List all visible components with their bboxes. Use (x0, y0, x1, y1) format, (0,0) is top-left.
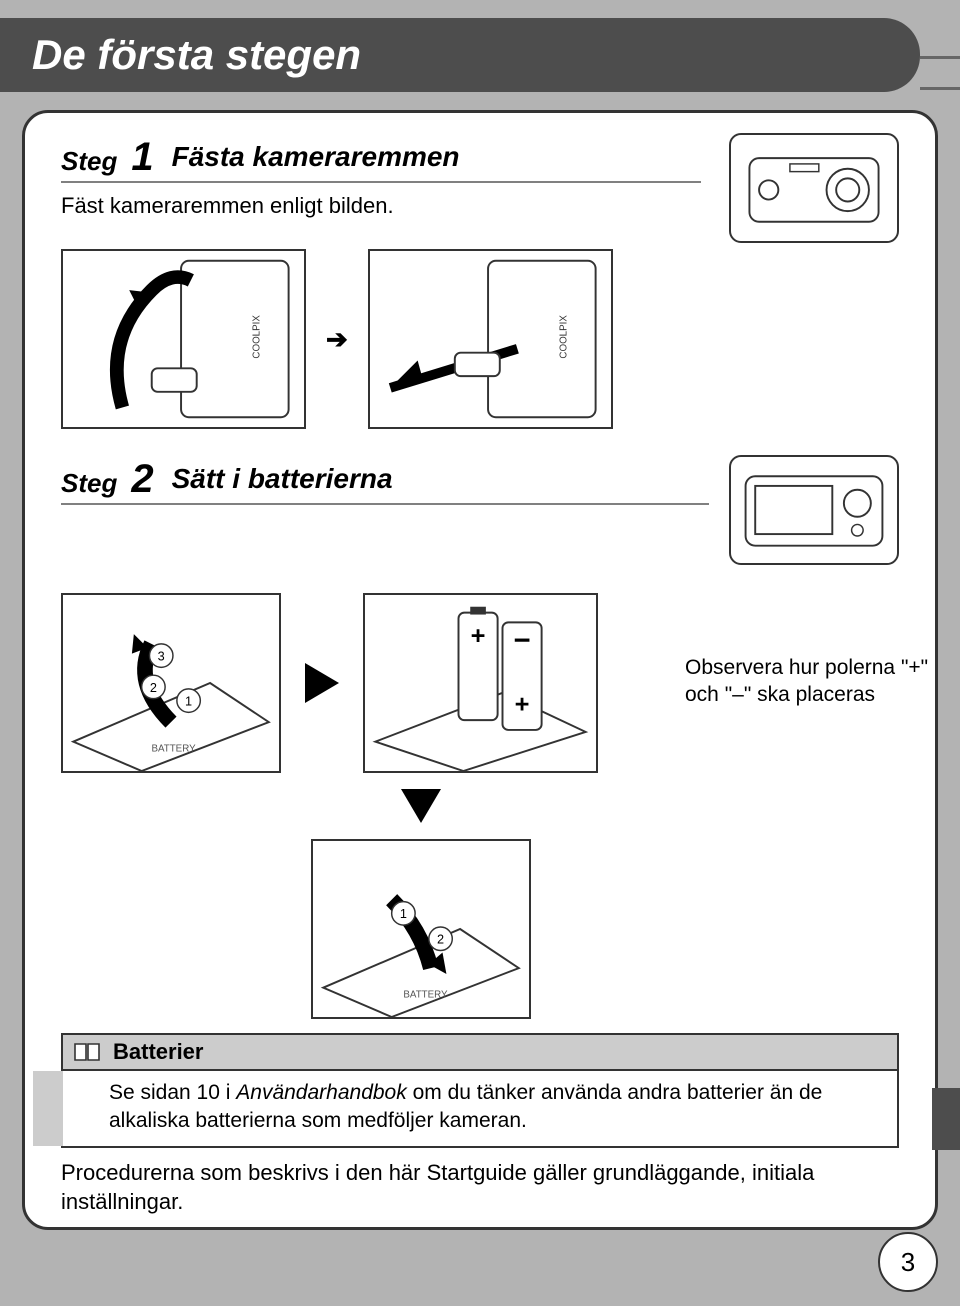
header-tab: De första stegen (0, 18, 920, 92)
svg-text:COOLPIX: COOLPIX (251, 315, 262, 359)
step1-title: Fästa kameraremmen (172, 141, 460, 177)
arrow-right-icon: ➔ (326, 324, 348, 355)
page-card: Steg 1 Fästa kameraremmen Fäst kamerarem… (22, 110, 938, 1230)
step2-row2: 1 2 BATTERY (271, 773, 571, 1019)
step1-heading-row: Steg 1 Fästa kameraremmen (61, 137, 701, 183)
strap-illustration-2: COOLPIX (368, 249, 613, 429)
side-tab (932, 1088, 960, 1150)
triangle-right-icon (305, 663, 339, 703)
step2-section: Steg 2 Sätt i batterierna 3 (61, 459, 899, 1019)
step1-number: 1 (131, 137, 153, 177)
svg-text:BATTERY: BATTERY (151, 743, 196, 754)
battery-info-box: Batterier Se sidan 10 i Användarhandbok … (61, 1033, 899, 1148)
step2-number: 2 (131, 459, 153, 499)
info-box-header: Batterier (63, 1035, 897, 1071)
polarity-note: Observera hur polerna "+" och "–" ska pl… (685, 654, 935, 709)
svg-text:3: 3 (158, 649, 165, 664)
step1-label: Steg (61, 146, 117, 177)
battery-insert-illustration: + − + (363, 593, 598, 773)
step2-title: Sätt i batterierna (172, 463, 393, 499)
camera-front-thumbnail (729, 133, 899, 243)
svg-text:1: 1 (400, 906, 407, 921)
page-number-value: 3 (901, 1247, 915, 1278)
svg-text:2: 2 (437, 932, 444, 947)
page-title: De första stegen (32, 31, 361, 79)
svg-text:+: + (515, 690, 530, 718)
battery-door-close-illustration: 1 2 BATTERY (311, 839, 531, 1019)
book-icon (73, 1041, 101, 1063)
page-number: 3 (878, 1232, 938, 1292)
camera-back-thumbnail (729, 455, 899, 565)
step1-section: Steg 1 Fästa kameraremmen Fäst kamerarem… (61, 137, 899, 243)
step1-description: Fäst kameraremmen enligt bilden. (61, 193, 709, 219)
triangle-down-icon (401, 789, 441, 823)
camera-back-icon (731, 457, 897, 563)
step1-illustrations: COOLPIX ➔ COOLPIX (61, 249, 899, 429)
svg-text:−: − (513, 624, 530, 657)
svg-text:COOLPIX: COOLPIX (558, 315, 569, 359)
strap-illustration-1: COOLPIX (61, 249, 306, 429)
battery-door-open-illustration: 3 2 1 BATTERY (61, 593, 281, 773)
svg-text:2: 2 (150, 680, 157, 695)
info-box-body: Se sidan 10 i Användarhandbok om du tänk… (33, 1071, 897, 1146)
step2-heading-row: Steg 2 Sätt i batterierna (61, 459, 709, 505)
step2-label: Steg (61, 468, 117, 499)
info-box-title: Batterier (113, 1039, 203, 1065)
camera-front-icon (731, 135, 897, 241)
svg-text:BATTERY: BATTERY (403, 989, 448, 1000)
info-body-pre: Se sidan 10 i (109, 1081, 236, 1104)
svg-text:1: 1 (185, 693, 192, 708)
footer-text: Procedurerna som beskrivs i den här Star… (61, 1158, 899, 1217)
header-rule (920, 56, 960, 90)
svg-text:+: + (471, 622, 486, 650)
info-body-italic: Användarhandbok (236, 1081, 406, 1104)
